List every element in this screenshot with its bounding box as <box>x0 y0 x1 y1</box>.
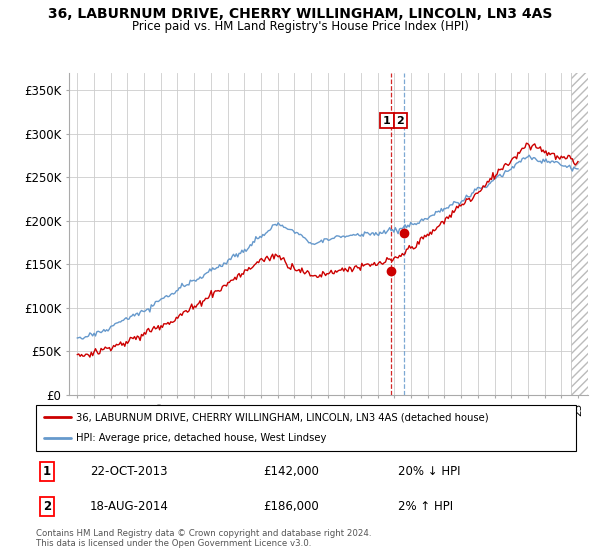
Text: Contains HM Land Registry data © Crown copyright and database right 2024.: Contains HM Land Registry data © Crown c… <box>36 529 371 538</box>
Text: 1: 1 <box>383 116 391 125</box>
Text: 2: 2 <box>397 116 404 125</box>
Text: 36, LABURNUM DRIVE, CHERRY WILLINGHAM, LINCOLN, LN3 4AS: 36, LABURNUM DRIVE, CHERRY WILLINGHAM, L… <box>48 7 552 21</box>
Text: Price paid vs. HM Land Registry's House Price Index (HPI): Price paid vs. HM Land Registry's House … <box>131 20 469 32</box>
Text: HPI: Average price, detached house, West Lindsey: HPI: Average price, detached house, West… <box>77 433 327 444</box>
Text: 2: 2 <box>43 500 51 512</box>
Text: £142,000: £142,000 <box>263 465 319 478</box>
Text: This data is licensed under the Open Government Licence v3.0.: This data is licensed under the Open Gov… <box>36 539 311 548</box>
Text: 1: 1 <box>43 465 51 478</box>
Text: £186,000: £186,000 <box>263 500 319 512</box>
Text: 20% ↓ HPI: 20% ↓ HPI <box>398 465 460 478</box>
FancyBboxPatch shape <box>36 405 576 451</box>
Text: 2% ↑ HPI: 2% ↑ HPI <box>398 500 453 512</box>
Text: 36, LABURNUM DRIVE, CHERRY WILLINGHAM, LINCOLN, LN3 4AS (detached house): 36, LABURNUM DRIVE, CHERRY WILLINGHAM, L… <box>77 412 489 422</box>
Text: 22-OCT-2013: 22-OCT-2013 <box>90 465 167 478</box>
Text: 18-AUG-2014: 18-AUG-2014 <box>90 500 169 512</box>
